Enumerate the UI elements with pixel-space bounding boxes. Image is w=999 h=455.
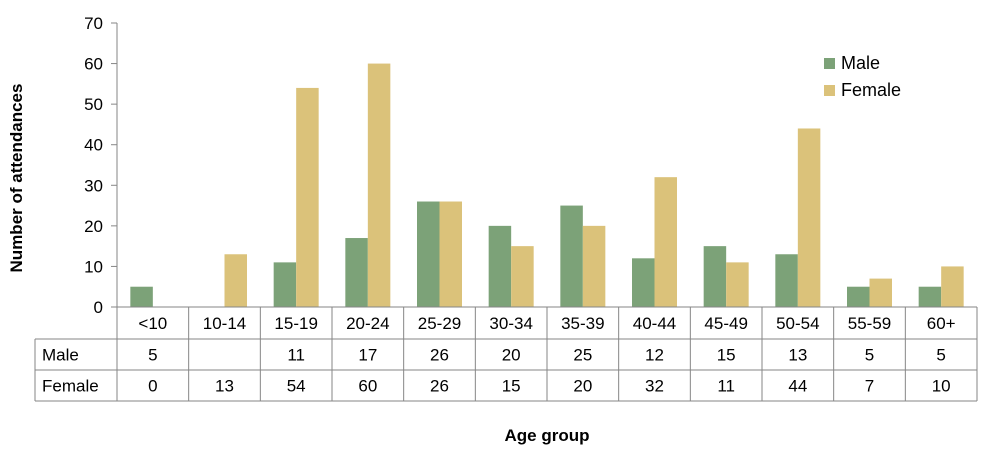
bar-male-0 xyxy=(130,286,153,307)
table-cell: 26 xyxy=(430,377,449,396)
x-tick-label: 50-54 xyxy=(776,314,819,333)
table-cell: 25 xyxy=(573,346,592,365)
y-tick-label: 50 xyxy=(84,95,103,114)
legend-label-female: Female xyxy=(841,80,901,100)
y-axis-ticks: 0 10 20 30 40 50 60 70 xyxy=(84,14,117,317)
bars xyxy=(130,63,964,308)
x-axis-title: Age group xyxy=(505,426,590,445)
bar-female-2 xyxy=(296,87,319,308)
bar-male-11 xyxy=(918,286,942,307)
y-tick-label: 60 xyxy=(84,55,103,74)
table-cell: 15 xyxy=(502,377,521,396)
y-tick-label: 40 xyxy=(84,136,103,155)
bar-female-7 xyxy=(654,177,677,307)
table-cell: 44 xyxy=(788,377,807,396)
x-tick-label: 35-39 xyxy=(561,314,604,333)
x-tick-label: 10-14 xyxy=(203,314,246,333)
legend-swatch-female xyxy=(824,85,835,96)
x-tick-label: 45-49 xyxy=(704,314,747,333)
x-tick-label: <10 xyxy=(138,314,167,333)
bar-female-6 xyxy=(582,225,606,307)
bar-male-7 xyxy=(632,258,655,307)
table-cell: 5 xyxy=(148,346,157,365)
table-cell: 54 xyxy=(287,377,306,396)
y-tick-label: 10 xyxy=(84,257,103,276)
x-tick-label: 25-29 xyxy=(418,314,461,333)
table-cell: 32 xyxy=(645,377,664,396)
table-cell: 60 xyxy=(358,377,377,396)
data-table: <10 10-14 15-19 20-24 25-29 30-34 35-39 40-44 45… xyxy=(34,307,978,402)
x-tick-label: 40-44 xyxy=(633,314,676,333)
x-tick-label: 20-24 xyxy=(346,314,389,333)
bar-female-1 xyxy=(224,254,247,307)
bar-female-10 xyxy=(869,278,892,307)
table-cell: 13 xyxy=(215,377,234,396)
y-axis-title: Number of attendances xyxy=(7,84,26,273)
legend-label-male: Male xyxy=(841,53,880,73)
table-series-label: Female xyxy=(42,377,99,396)
table-cell: 5 xyxy=(936,346,945,365)
bar-female-5 xyxy=(511,246,534,307)
bar-male-9 xyxy=(775,254,798,307)
bar-male-6 xyxy=(560,205,583,307)
y-tick-label: 70 xyxy=(84,14,103,33)
bar-female-8 xyxy=(726,262,749,307)
legend-swatch-male xyxy=(824,58,835,69)
table-cell: 11 xyxy=(717,377,735,396)
x-tick-label: 15-19 xyxy=(274,314,317,333)
bar-female-3 xyxy=(367,63,391,308)
y-tick-label: 30 xyxy=(84,176,103,195)
x-tick-label: 30-34 xyxy=(489,314,532,333)
table-cell: 20 xyxy=(573,377,592,396)
bar-male-2 xyxy=(273,262,297,307)
x-tick-label: 55-59 xyxy=(848,314,891,333)
table-cell: 5 xyxy=(865,346,874,365)
table-cell: 20 xyxy=(502,346,521,365)
table-series-label: Male xyxy=(42,346,79,365)
x-tick-label: 60+ xyxy=(927,314,956,333)
table-cell: 0 xyxy=(148,377,157,396)
bar-female-11 xyxy=(941,266,964,307)
table-cell: 17 xyxy=(358,346,377,365)
bar-female-4 xyxy=(439,201,462,307)
bar-male-3 xyxy=(345,238,368,307)
table-cell: 11 xyxy=(287,346,305,365)
bar-male-8 xyxy=(703,246,727,307)
table-cell: 10 xyxy=(932,377,951,396)
bar-male-10 xyxy=(847,286,870,307)
table-cell: 12 xyxy=(645,346,664,365)
bar-male-4 xyxy=(417,201,440,307)
legend: Male Female xyxy=(824,53,901,100)
y-tick-label: 20 xyxy=(84,217,103,236)
table-cell: 7 xyxy=(865,377,874,396)
table-cell: 15 xyxy=(717,346,736,365)
table-cell: 26 xyxy=(430,346,449,365)
bar-female-9 xyxy=(797,128,821,307)
y-tick-label: 0 xyxy=(94,298,103,317)
bar-male-5 xyxy=(488,225,512,307)
table-cell: 13 xyxy=(788,346,807,365)
